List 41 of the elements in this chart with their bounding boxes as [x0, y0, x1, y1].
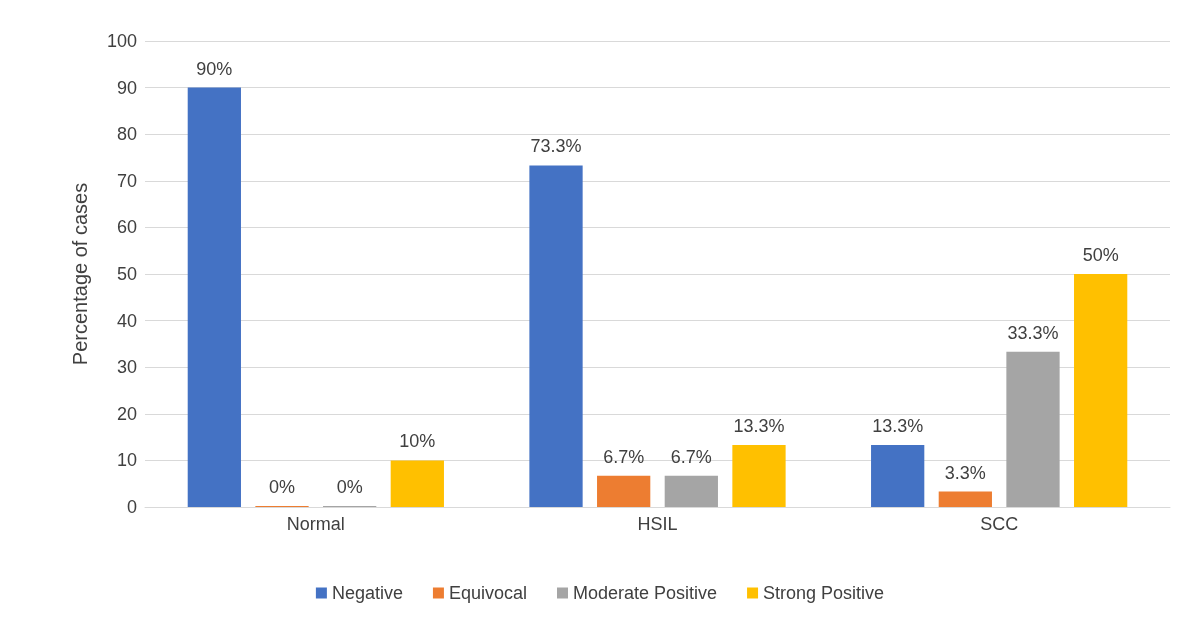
data-label: 3.3%	[944, 462, 986, 483]
data-label: 13.3%	[872, 416, 924, 437]
bar	[938, 491, 992, 507]
data-label: 0%	[336, 477, 363, 497]
bar	[187, 87, 241, 507]
y-tick-label: 0	[126, 497, 137, 517]
data-label: 6.7%	[603, 446, 645, 467]
y-tick-label: 30	[116, 357, 137, 378]
data-label: 50%	[1082, 245, 1119, 265]
bar	[1006, 351, 1060, 507]
y-tick-label: 70	[116, 170, 137, 191]
x-tick-label: SCC	[980, 514, 1019, 534]
data-label: 90%	[196, 58, 233, 79]
data-label: 10%	[399, 431, 436, 452]
bar	[529, 165, 583, 507]
y-tick-label: 60	[116, 217, 137, 238]
data-label: 6.7%	[670, 446, 712, 467]
y-tick-label: 100	[106, 31, 137, 51]
bar	[390, 460, 444, 507]
data-label: 0%	[269, 477, 296, 497]
y-tick-label: 40	[116, 310, 137, 331]
x-tick-label: HSIL	[637, 514, 678, 534]
legend-label: Strong Positive	[763, 583, 885, 603]
legend-label: Equivocal	[448, 583, 527, 603]
y-tick-label: 90	[116, 77, 137, 98]
y-tick-label: 20	[116, 403, 137, 424]
data-label: 73.3%	[530, 136, 582, 157]
data-label: 33.3%	[1007, 322, 1059, 343]
bar	[1074, 274, 1128, 507]
bar	[597, 475, 651, 507]
y-axis-title: Percentage of cases	[69, 182, 91, 366]
y-tick-label: 50	[116, 264, 137, 284]
legend-label: Negative	[331, 583, 403, 603]
bar	[871, 445, 925, 507]
x-tick-label: Normal	[286, 514, 345, 534]
bar	[732, 445, 786, 507]
data-label: 13.3%	[733, 416, 785, 437]
bar	[664, 475, 718, 507]
y-tick-label: 80	[116, 124, 137, 145]
y-tick-label: 10	[116, 450, 137, 471]
legend-label: Moderate Positive	[572, 583, 718, 603]
